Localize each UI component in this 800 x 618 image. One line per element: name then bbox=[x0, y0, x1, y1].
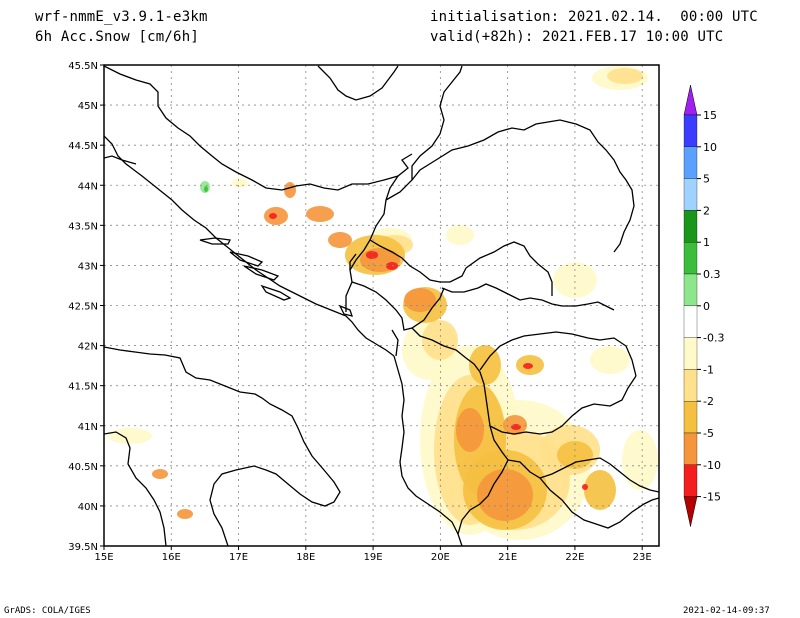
lat-tick-label: 45N bbox=[78, 101, 98, 112]
lon-tick-label: 22E bbox=[565, 552, 584, 563]
snow-area-very-light bbox=[553, 262, 597, 298]
colorbar-segment bbox=[683, 273, 698, 306]
snow-area-heavy bbox=[404, 288, 436, 312]
colorbar-segment bbox=[683, 305, 698, 338]
colorbar-segment bbox=[683, 337, 698, 370]
colorbar-label: -10 bbox=[703, 459, 721, 472]
colorbar-label: 0 bbox=[703, 300, 710, 313]
colorbar-segment bbox=[683, 369, 698, 402]
colorbar-label: -2 bbox=[703, 395, 714, 408]
snow-area-moderate bbox=[469, 345, 501, 385]
colorbar-label: 5 bbox=[703, 173, 710, 186]
colorbar-label: 2 bbox=[703, 204, 710, 217]
snow-area-green bbox=[204, 186, 208, 192]
lon-tick-label: 16E bbox=[162, 552, 181, 563]
lat-tick-label: 44N bbox=[78, 181, 98, 192]
snow-area-heavy bbox=[152, 469, 168, 479]
snow-area-light bbox=[607, 68, 643, 84]
snow-area-heavy bbox=[477, 469, 533, 521]
lat-tick-label: 43.5N bbox=[68, 221, 98, 232]
colorbar-top-arrow bbox=[683, 84, 698, 116]
snow-area-very-light bbox=[622, 430, 658, 490]
colorbar-label: -1 bbox=[703, 363, 714, 376]
model-title: wrf-nmmE_v3.9.1-e3km bbox=[35, 9, 208, 25]
lat-tick-label: 39.5N bbox=[68, 542, 98, 553]
axis-ticks: 15E 16E 17E 18E 19E 20E 21E 22E 23E 39.5N 40N 40.5N… bbox=[68, 61, 651, 563]
lon-tick-label: 15E bbox=[94, 552, 113, 563]
lon-tick-label: 17E bbox=[229, 552, 248, 563]
snow-field bbox=[108, 66, 658, 540]
colorbar-segment bbox=[683, 114, 698, 147]
colorbar-label: 0.3 bbox=[703, 268, 721, 281]
colorbar-label: 10 bbox=[703, 141, 717, 154]
snow-area-light bbox=[422, 320, 458, 360]
snow-area-heavy bbox=[328, 232, 352, 248]
lon-tick-label: 19E bbox=[364, 552, 383, 563]
snow-area-very-light bbox=[232, 178, 248, 188]
init-time: initialisation: 2021.02.14. 00:00 UTC bbox=[430, 9, 758, 25]
colorbar-segment bbox=[683, 432, 698, 465]
colorbar-label: -15 bbox=[703, 491, 721, 504]
lat-tick-label: 41N bbox=[78, 422, 98, 433]
snow-area-heavy bbox=[456, 408, 484, 452]
lat-tick-label: 41.5N bbox=[68, 382, 98, 393]
snow-area-very-heavy bbox=[511, 424, 521, 430]
lat-tick-label: 42N bbox=[78, 342, 98, 353]
colorbar-segment bbox=[683, 146, 698, 179]
timestamp-text: 2021-02-14-09:37 bbox=[683, 606, 770, 616]
snow-area-very-heavy bbox=[582, 484, 588, 490]
lat-tick-label: 42.5N bbox=[68, 302, 98, 313]
coastlines-borders bbox=[104, 65, 659, 546]
field-title: 6h Acc.Snow [cm/6h] bbox=[35, 29, 199, 45]
valid-time: valid(+82h): 2021.FEB.17 10:00 UTC bbox=[430, 29, 724, 45]
snow-area-heavy bbox=[284, 182, 296, 198]
colorbar-label: 1 bbox=[703, 236, 710, 249]
colorbar-bottom-arrow bbox=[683, 496, 698, 527]
colorbar-segment bbox=[683, 464, 698, 497]
lat-tick-label: 43N bbox=[78, 261, 98, 272]
snow-area-very-heavy bbox=[269, 213, 277, 219]
colorbar-label: -5 bbox=[703, 427, 714, 440]
snow-area-heavy bbox=[306, 206, 334, 222]
lon-tick-label: 21E bbox=[498, 552, 517, 563]
colorbar-label: -0.3 bbox=[703, 332, 724, 345]
lat-tick-label: 45.5N bbox=[68, 61, 98, 72]
colorbar-segment bbox=[683, 401, 698, 434]
credit-text: GrADS: COLA/IGES bbox=[4, 606, 91, 616]
snow-area-very-heavy bbox=[523, 363, 533, 369]
lat-tick-label: 40.5N bbox=[68, 462, 98, 473]
colorbar-segment bbox=[683, 210, 698, 243]
lat-tick-label: 40N bbox=[78, 502, 98, 513]
snow-area-very-light bbox=[446, 225, 474, 245]
colorbar-segment bbox=[683, 242, 698, 275]
snow-area-moderate bbox=[584, 470, 616, 510]
snow-area-very-heavy bbox=[386, 262, 398, 270]
lon-tick-label: 18E bbox=[296, 552, 315, 563]
snow-area-very-heavy bbox=[366, 251, 378, 259]
lon-tick-label: 20E bbox=[431, 552, 450, 563]
snow-area-heavy bbox=[177, 509, 193, 519]
colorbar-label: 15 bbox=[703, 109, 717, 122]
lat-tick-label: 44.5N bbox=[68, 141, 98, 152]
snow-area-very-light bbox=[108, 428, 152, 444]
lon-tick-label: 23E bbox=[633, 552, 652, 563]
colorbar: 15 10 5 2 1 0.3 0 -0.3 -1 -2 -5 -10 -15 bbox=[683, 84, 724, 527]
snow-area-very-light bbox=[590, 346, 630, 374]
colorbar-segment bbox=[683, 178, 698, 211]
